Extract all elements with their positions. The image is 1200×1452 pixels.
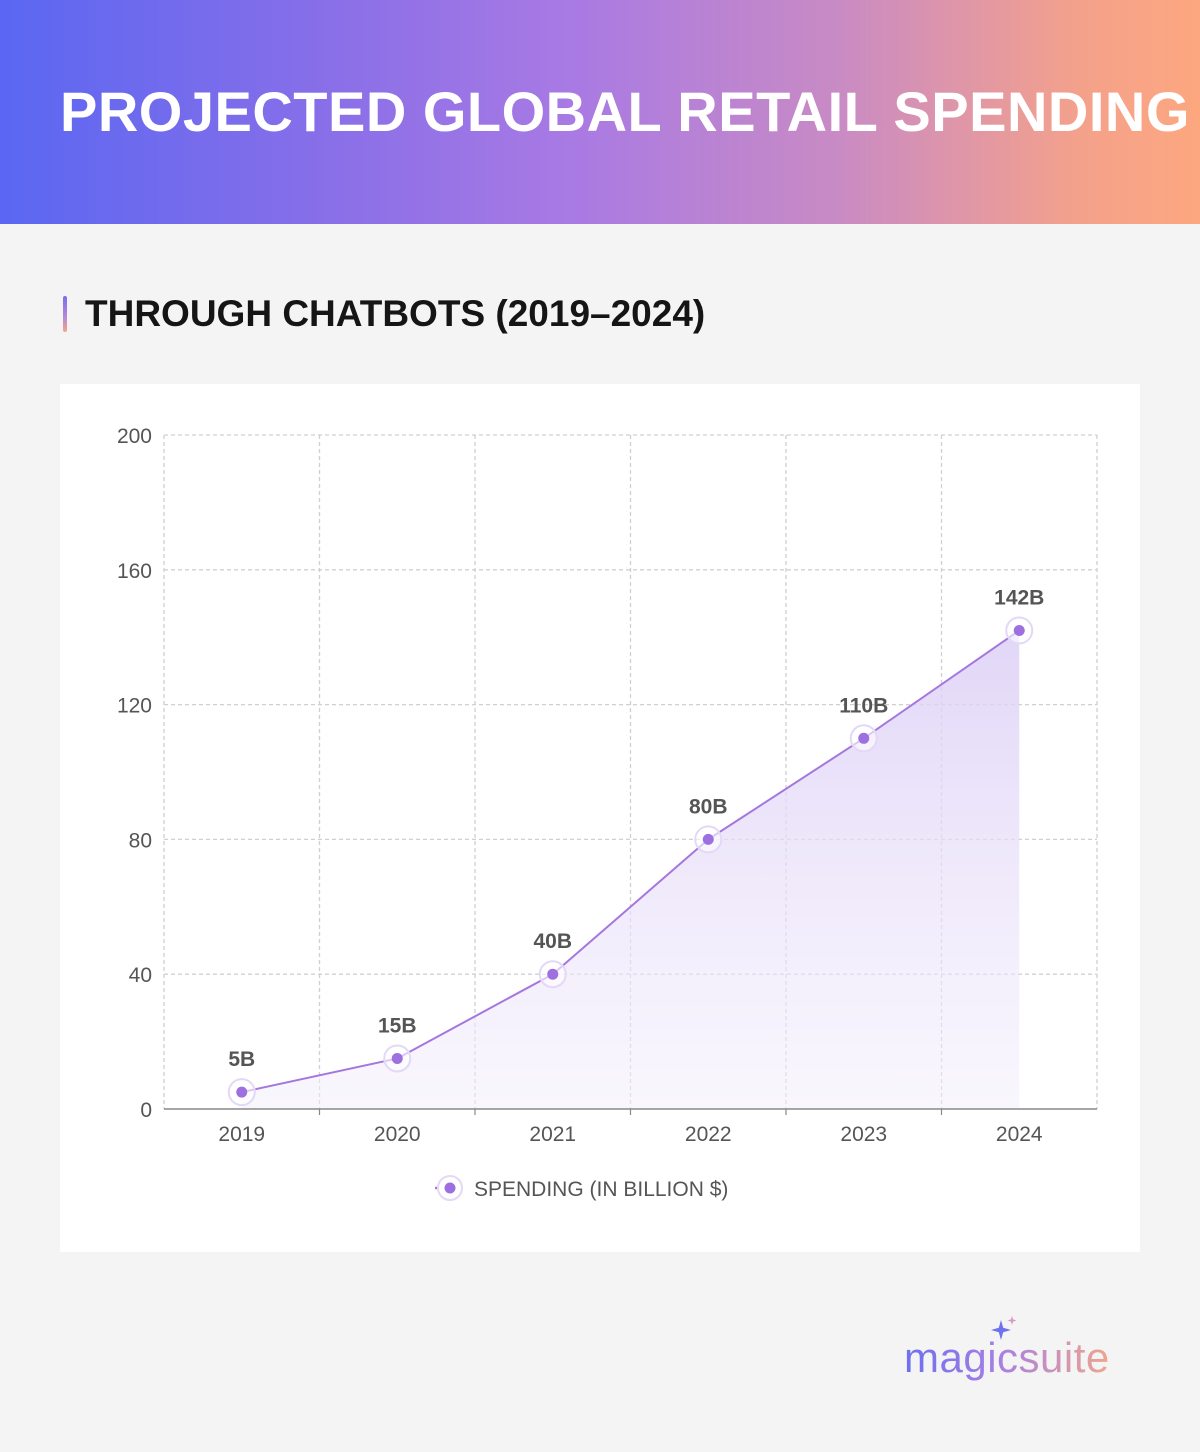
- data-point: [702, 833, 714, 845]
- x-tick-label: 2021: [529, 1123, 576, 1146]
- data-point: [1013, 624, 1025, 636]
- data-points: [227, 616, 1034, 1107]
- data-label: 40B: [533, 930, 572, 953]
- series-line: [241, 629, 1020, 1094]
- subtitle-accent-bar: [63, 296, 67, 332]
- axes: 0 40 80 120 160 200 2019 2020 2021 2022 2023 2024: [117, 425, 1097, 1146]
- series-area: [241, 630, 1020, 1109]
- header-banner: PROJECTED GLOBAL RETAIL SPENDING: [0, 0, 1200, 224]
- y-tick-label: 40: [129, 964, 152, 987]
- y-tick-label: 200: [117, 425, 152, 448]
- x-tick-label: 2019: [218, 1123, 265, 1146]
- data-labels: 5B 15B 40B 80B 110B 142B: [228, 586, 1044, 1071]
- data-label: 5B: [228, 1048, 255, 1071]
- data-label: 15B: [378, 1014, 417, 1037]
- data-point: [858, 732, 870, 744]
- x-tick-label: 2023: [840, 1123, 887, 1146]
- data-point: [391, 1052, 403, 1064]
- series-polyline: [241, 629, 1020, 1094]
- area-fill: [241, 630, 1020, 1109]
- line-chart: 0 40 80 120 160 200 2019 2020 2021 2022 2023 2024 5…: [117, 425, 1098, 1201]
- y-tick-label: 0: [140, 1099, 152, 1122]
- y-tick-label: 160: [117, 560, 152, 583]
- x-tick-label: 2022: [685, 1123, 732, 1146]
- data-point: [236, 1086, 248, 1098]
- page-title: PROJECTED GLOBAL RETAIL SPENDING: [60, 80, 1190, 143]
- y-tick-label: 80: [129, 829, 152, 852]
- y-tick-label: 120: [117, 695, 152, 718]
- sparkle-icon: [991, 1316, 1017, 1340]
- chart-legend[interactable]: SPENDING (IN BILLION $): [435, 1175, 728, 1201]
- data-label: 80B: [689, 795, 728, 818]
- legend-marker[interactable]: [444, 1182, 456, 1194]
- chart-subtitle: THROUGH CHATBOTS (2019–2024): [85, 293, 706, 334]
- x-tick-label: 2020: [374, 1123, 421, 1146]
- data-label: 142B: [994, 586, 1044, 609]
- chart-card: 0 40 80 120 160 200 2019 2020 2021 2022 2023 2024 5…: [60, 384, 1140, 1252]
- data-point: [547, 968, 559, 980]
- data-label: 110B: [839, 694, 888, 717]
- legend-label[interactable]: SPENDING (IN BILLION $): [474, 1178, 728, 1201]
- brand-name: magicsuite: [904, 1330, 1110, 1386]
- brand-logo: magicsuite: [900, 1316, 1150, 1390]
- x-tick-label: 2024: [996, 1123, 1043, 1146]
